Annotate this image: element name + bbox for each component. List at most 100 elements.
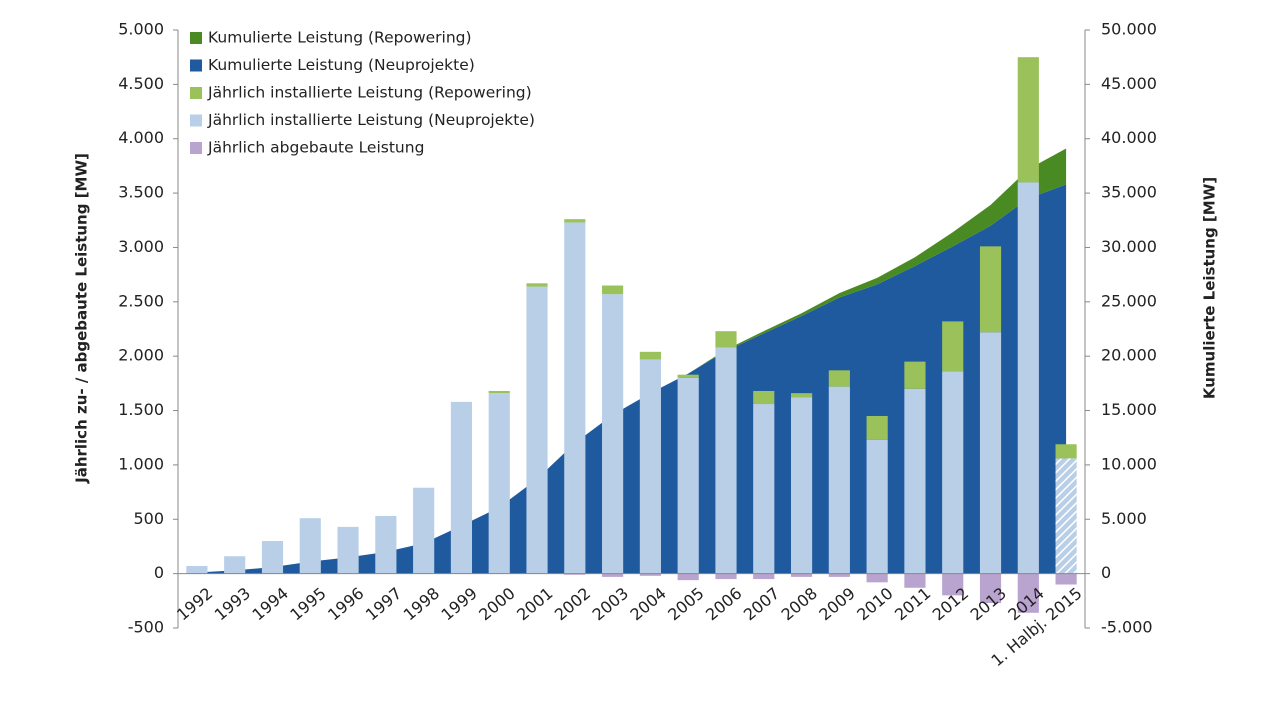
bar: [1017, 57, 1039, 183]
bar: [488, 393, 510, 574]
bar: [904, 388, 926, 574]
bar: [526, 286, 548, 574]
bar: [450, 401, 473, 574]
x-tick-label: 2006: [702, 584, 745, 625]
y-axis-label: Jährlich zu- / abgebaute Leistung [MW]: [73, 153, 91, 484]
bar: [602, 285, 624, 295]
legend-swatch: [190, 114, 202, 127]
bar: [1055, 458, 1077, 574]
x-tick-label: 1996: [324, 584, 367, 625]
y-tick-label: 2.500: [118, 291, 164, 310]
y2-axis-label: Kumulierte Leistung [MW]: [1201, 177, 1219, 399]
area: [196, 184, 1067, 574]
y2-tick-label: -5.000: [1101, 618, 1153, 637]
bar: [866, 415, 888, 440]
bar: [488, 390, 510, 394]
y-tick-label: 3.000: [118, 237, 164, 256]
y2-tick-label: 35.000: [1101, 183, 1157, 202]
x-tick-label: 1992: [173, 584, 216, 625]
y-tick-label: 0: [154, 563, 164, 582]
bar: [564, 219, 586, 223]
y2-tick-label: 15.000: [1101, 400, 1157, 419]
bar: [866, 439, 888, 574]
y2-tick-label: 40.000: [1101, 128, 1157, 147]
x-tick-label: 2002: [551, 584, 594, 625]
y-tick-label: 1.500: [118, 400, 164, 419]
y-tick-label: 500: [133, 509, 164, 528]
bar: [828, 573, 850, 577]
bar: [224, 556, 246, 574]
x-tick-label: 1997: [362, 584, 405, 625]
y-tick-label: 4.000: [118, 128, 164, 147]
x-tick-label: 1998: [400, 584, 443, 625]
bar: [979, 573, 1002, 603]
legend-label: Kumulierte Leistung (Repowering): [208, 29, 472, 47]
y2-tick-label: 10.000: [1101, 454, 1157, 473]
bar: [677, 374, 699, 378]
y2-tick-label: 45.000: [1101, 74, 1157, 93]
legend-label: Kumulierte Leistung (Neuprojekte): [208, 56, 475, 74]
legend-label: Jährlich installierte Leistung (Repoweri…: [207, 84, 532, 102]
legend-label: Jährlich installierte Leistung (Neuproje…: [207, 111, 535, 129]
y2-tick-label: 0: [1101, 563, 1111, 582]
y2-tick-label: 20.000: [1101, 346, 1157, 365]
bar: [942, 321, 964, 372]
bar: [1017, 182, 1039, 574]
y-tick-label: 5.000: [118, 20, 164, 39]
bar: [564, 222, 586, 574]
x-tick-label: 2007: [740, 584, 783, 625]
y-tick-label: -500: [128, 618, 164, 637]
y-tick-label: 4.500: [118, 74, 164, 93]
legend-label: Jährlich abgebaute Leistung: [207, 139, 424, 157]
bar: [1055, 444, 1077, 459]
bar: [186, 566, 208, 574]
x-tick-label: 2001: [513, 584, 556, 625]
bar: [526, 283, 548, 287]
x-tick-label: 2005: [664, 584, 707, 625]
x-tick-label: 1994: [249, 584, 292, 625]
x-tick-label: 1995: [286, 584, 329, 625]
y-tick-label: 1.000: [118, 454, 164, 473]
legend-swatch: [190, 32, 202, 44]
bar: [828, 370, 850, 387]
bar: [904, 361, 926, 389]
bar: [753, 404, 775, 574]
bar: [790, 393, 813, 398]
bar: [639, 351, 661, 360]
bar: [1055, 573, 1077, 585]
bar: [753, 573, 775, 580]
legend-swatch: [190, 142, 202, 154]
y2-tick-label: 25.000: [1101, 291, 1157, 310]
y-tick-label: 2.000: [118, 346, 164, 365]
x-tick-label: 2011: [891, 584, 934, 625]
bar: [942, 371, 964, 574]
x-tick-label: 2008: [778, 584, 821, 625]
bar: [564, 573, 586, 575]
bar: [639, 573, 661, 576]
bar: [753, 390, 775, 405]
bar: [790, 573, 813, 577]
bar: [337, 526, 359, 574]
bar: [828, 386, 850, 574]
bar: [715, 331, 737, 348]
bar: [1017, 573, 1039, 613]
bar: [375, 516, 397, 574]
x-tick-label: 2000: [475, 584, 518, 625]
bar: [715, 573, 737, 580]
x-tick-label: 2009: [815, 584, 858, 625]
legend-swatch: [190, 59, 202, 72]
bar: [979, 246, 1002, 333]
bar: [942, 573, 964, 596]
x-tick-label: 2003: [589, 584, 632, 625]
bar: [715, 347, 737, 574]
bar: [602, 573, 624, 577]
bar: [677, 377, 699, 574]
x-tick-label: 1999: [437, 584, 480, 625]
x-tick-label: 2004: [626, 584, 669, 625]
y-tick-label: 3.500: [118, 183, 164, 202]
y2-tick-label: 5.000: [1101, 509, 1147, 528]
bar: [261, 541, 284, 574]
bar: [904, 573, 926, 588]
bar: [677, 573, 699, 581]
